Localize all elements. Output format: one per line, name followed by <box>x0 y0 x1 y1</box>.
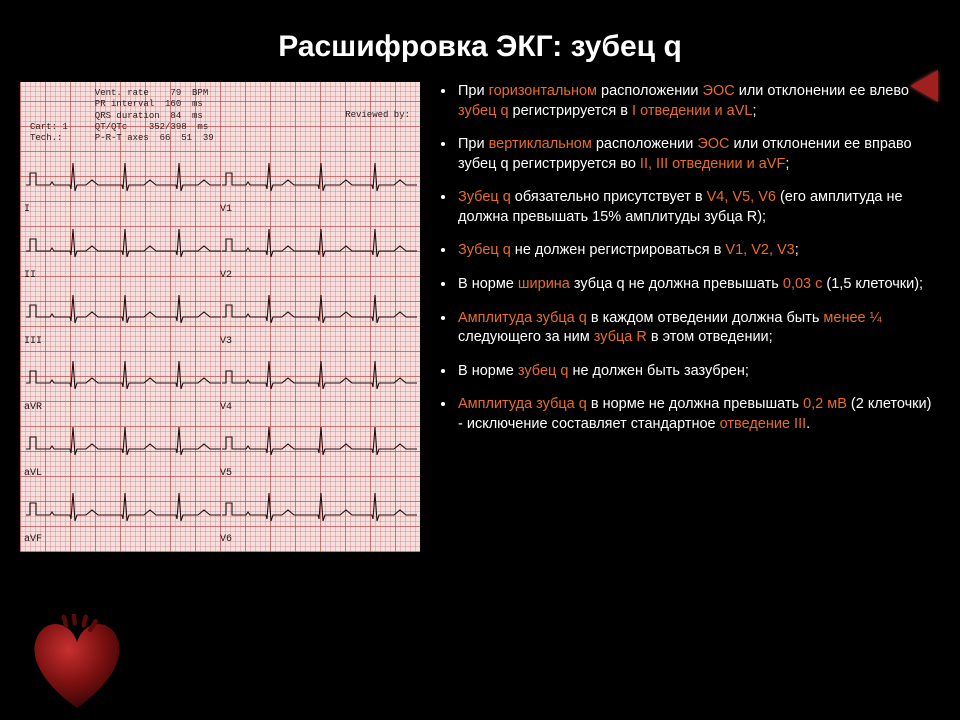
ecg-trace <box>26 419 221 479</box>
highlight-text: Амплитуда зубца q <box>458 310 587 326</box>
ecg-row: I V1 <box>20 152 420 218</box>
plain-text: в этом отведении; <box>647 329 773 345</box>
highlight-text: зубца R <box>594 329 647 345</box>
highlight-text: II, III отведении и aVF <box>640 156 785 172</box>
plain-text: обязательно присутствует в <box>511 189 707 205</box>
ecg-row: aVF V6 <box>20 482 420 548</box>
highlight-text: V4, V5, V6 <box>707 189 776 205</box>
lead-label: III <box>24 336 42 347</box>
ecg-row: II V2 <box>20 218 420 284</box>
ecg-reviewed-by: Reviewed by: <box>345 110 410 120</box>
plain-text: расположении <box>597 83 703 99</box>
plain-text: в каждом отведении должна быть <box>587 310 824 326</box>
bullet-item: Зубец q не должен регистрироваться в V1,… <box>456 241 940 261</box>
highlight-text: менее ¼ <box>823 310 881 326</box>
highlight-text: ширина <box>518 276 570 292</box>
ecg-header-text: Vent. rate 79 BPM PR interval 160 ms QRS… <box>30 88 214 144</box>
ecg-trace <box>26 155 221 215</box>
highlight-text: вертиклальном <box>489 136 592 152</box>
ecg-row: aVL V5 <box>20 416 420 482</box>
slide-title: Расшифровка ЭКГ: зубец q <box>0 0 960 82</box>
highlight-text: ЭОС <box>697 136 729 152</box>
highlight-text: V1, V2, V3 <box>725 242 794 258</box>
ecg-row: III V3 <box>20 284 420 350</box>
back-arrow-icon[interactable] <box>910 70 938 102</box>
bullet-item: Амплитуда зубца q в каждом отведении дол… <box>456 309 940 348</box>
bullet-list: При горизонтальном расположении ЭОС или … <box>438 82 940 552</box>
ecg-figure: Vent. rate 79 BPM PR interval 160 ms QRS… <box>20 82 420 552</box>
plain-text: не должен быть зазубрен; <box>568 363 748 379</box>
highlight-text: 0,2 мВ <box>803 396 847 412</box>
highlight-text: зубец q <box>458 103 509 119</box>
highlight-text: 0,03 с <box>783 276 823 292</box>
ecg-trace <box>26 353 221 413</box>
lead-label: aVL <box>24 468 42 479</box>
ecg-trace <box>222 485 417 545</box>
ecg-traces: I V1 II V2 III V3 aVR V4 aVL V5 aVF V6 <box>20 152 420 548</box>
plain-text: зубца q не должна превышать <box>570 276 783 292</box>
plain-text: В норме <box>458 363 518 379</box>
plain-text: расположении <box>592 136 698 152</box>
lead-label: I <box>24 204 30 215</box>
plain-text: ; <box>795 242 799 258</box>
bullet-item: Амплитуда зубца q в норме не должна прев… <box>456 395 940 434</box>
ecg-trace <box>222 287 417 347</box>
lead-label: aVR <box>24 402 42 413</box>
bullet-item: Зубец q обязательно присутствует в V4, V… <box>456 188 940 227</box>
content-row: Vent. rate 79 BPM PR interval 160 ms QRS… <box>0 82 960 552</box>
ecg-trace <box>222 155 417 215</box>
highlight-text: Амплитуда зубца q <box>458 396 587 412</box>
ecg-trace <box>26 485 221 545</box>
plain-text: В норме <box>458 276 518 292</box>
plain-text: ; <box>785 156 789 172</box>
bullet-item: При вертиклальном расположении ЭОС или о… <box>456 135 940 174</box>
plain-text: При <box>458 136 489 152</box>
highlight-text: отведение III <box>720 416 806 432</box>
plain-text: регистрируется в <box>509 103 633 119</box>
plain-text: . <box>806 416 810 432</box>
plain-text: в норме не должна превышать <box>587 396 803 412</box>
highlight-text: Зубец q <box>458 189 511 205</box>
plain-text: ; <box>752 103 756 119</box>
highlight-text: горизонтальном <box>489 83 597 99</box>
highlight-text: ЭОС <box>703 83 735 99</box>
ecg-trace <box>222 221 417 281</box>
lead-label: aVF <box>24 534 42 545</box>
highlight-text: зубец q <box>518 363 569 379</box>
heart-icon <box>22 614 132 714</box>
ecg-trace <box>26 221 221 281</box>
ecg-row: aVR V4 <box>20 350 420 416</box>
ecg-trace <box>26 287 221 347</box>
ecg-trace <box>222 419 417 479</box>
plain-text: или отклонении ее влево <box>735 83 909 99</box>
lead-label: V6 <box>220 534 232 545</box>
plain-text: следующего за ним <box>458 329 594 345</box>
highlight-text: I отведении и aVL <box>632 103 752 119</box>
plain-text: не должен регистрироваться в <box>511 242 726 258</box>
lead-label: V5 <box>220 468 232 479</box>
plain-text: При <box>458 83 489 99</box>
lead-label: V1 <box>220 204 232 215</box>
bullet-item: В норме ширина зубца q не должна превыша… <box>456 275 940 295</box>
lead-label: V2 <box>220 270 232 281</box>
ecg-trace <box>222 353 417 413</box>
highlight-text: Зубец q <box>458 242 511 258</box>
bullet-item: При горизонтальном расположении ЭОС или … <box>456 82 940 121</box>
lead-label: V3 <box>220 336 232 347</box>
lead-label: V4 <box>220 402 232 413</box>
plain-text: (1,5 клеточки); <box>822 276 923 292</box>
bullet-item: В норме зубец q не должен быть зазубрен; <box>456 362 940 382</box>
lead-label: II <box>24 270 36 281</box>
